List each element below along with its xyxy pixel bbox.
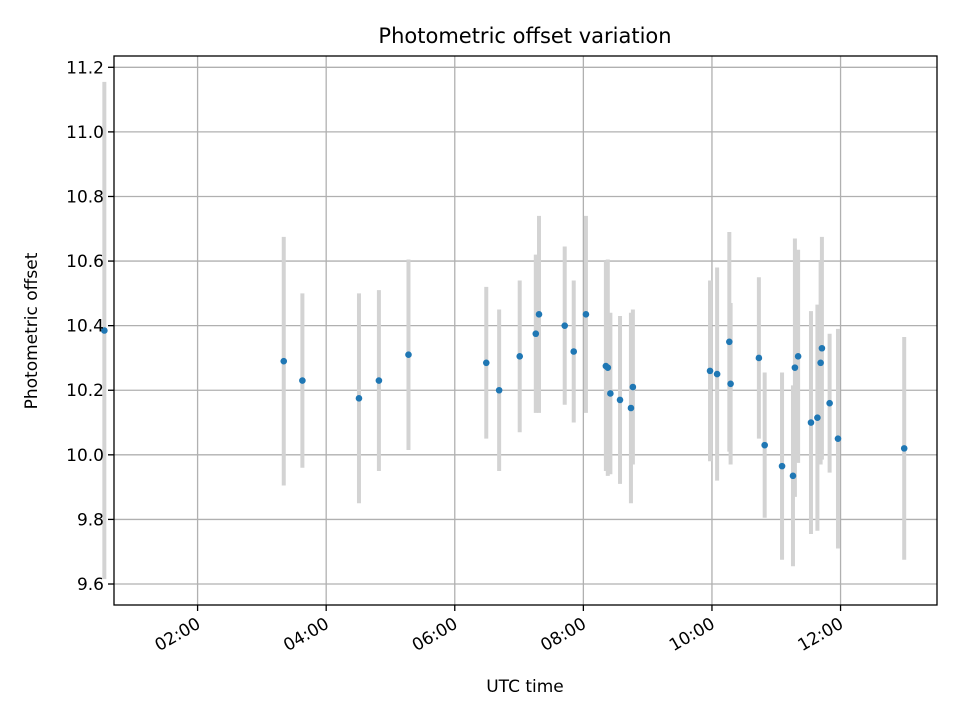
data-point — [706, 367, 714, 375]
data-point — [794, 353, 802, 360]
data-point — [516, 353, 524, 360]
data-points — [101, 311, 908, 480]
data-point — [495, 386, 503, 394]
y-tick-label: 10.8 — [66, 187, 104, 207]
data-point — [789, 472, 797, 480]
data-point — [778, 462, 786, 470]
data-point — [532, 330, 540, 338]
grid — [114, 56, 937, 605]
data-point — [616, 396, 624, 404]
data-point — [791, 364, 799, 371]
data-point — [582, 311, 590, 318]
data-point — [405, 351, 412, 359]
x-axis-label: UTC time — [486, 677, 564, 697]
data-point — [727, 380, 734, 388]
data-point — [561, 322, 569, 329]
y-tick-label: 9.8 — [77, 510, 104, 530]
data-point — [604, 364, 612, 371]
data-point — [299, 377, 306, 384]
data-point — [607, 390, 614, 397]
data-point — [535, 311, 543, 318]
data-point — [814, 414, 821, 421]
chart-title: Photometric offset variation — [378, 24, 671, 48]
data-point — [280, 357, 288, 365]
data-point — [761, 441, 768, 449]
y-tick-label: 10.6 — [66, 252, 104, 272]
data-point — [826, 399, 833, 407]
plot-frame — [113, 55, 938, 606]
data-point — [818, 344, 826, 352]
data-point — [482, 359, 490, 367]
data-point — [900, 445, 908, 452]
data-point — [355, 395, 363, 402]
y-tick-label: 10.0 — [66, 446, 104, 466]
data-point — [755, 354, 763, 362]
data-point — [570, 348, 578, 355]
data-point — [834, 435, 842, 442]
data-point — [817, 359, 824, 367]
data-point — [713, 370, 721, 378]
data-point — [629, 383, 637, 391]
y-tick-label: 11.0 — [66, 123, 104, 143]
data-point — [101, 327, 108, 334]
y-axis-label: Photometric offset — [22, 252, 42, 409]
data-point — [627, 404, 635, 412]
data-point — [375, 377, 383, 384]
y-tick-label: 9.6 — [77, 575, 104, 595]
y-axis-ticks: 9.6 9.8 10.0 10.2 10.4 10.6 10.8 11.0 11.2 — [66, 58, 114, 595]
y-tick-label: 11.2 — [66, 58, 104, 78]
y-tick-label: 10.4 — [66, 317, 104, 337]
data-point — [726, 338, 733, 346]
y-tick-label: 10.2 — [66, 381, 104, 401]
data-point — [807, 419, 815, 426]
